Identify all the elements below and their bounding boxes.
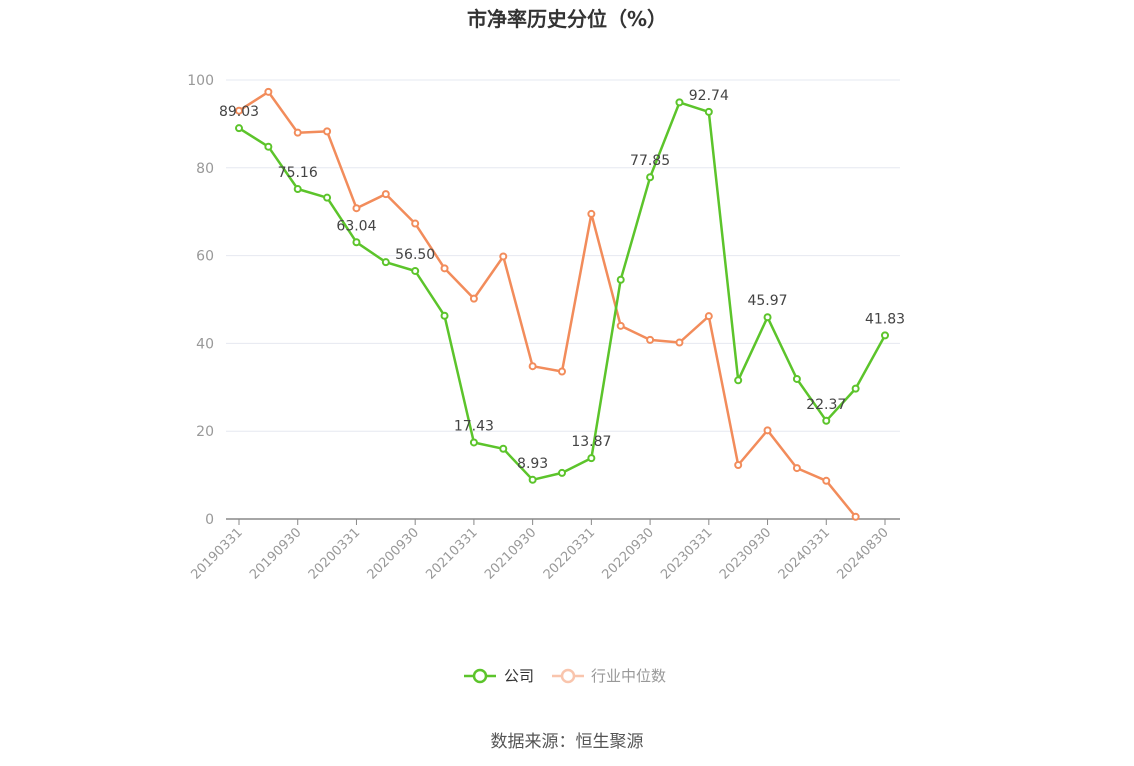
series-lines: [238, 90, 887, 518]
x-tick-label: 20190930: [247, 525, 304, 582]
series-line-0: [238, 101, 887, 482]
data-point-0-18[interactable]: [763, 313, 772, 322]
data-point-1-6[interactable]: [411, 219, 420, 228]
legend-label-industry: 行业中位数: [591, 667, 666, 685]
data-point-1-19[interactable]: [792, 464, 801, 473]
data-point-1-10[interactable]: [528, 362, 537, 371]
data-point-1-15[interactable]: [675, 338, 684, 347]
legend: 公司 行业中位数: [464, 667, 666, 685]
series-line-1: [238, 90, 857, 518]
data-point-0-15[interactable]: [675, 98, 684, 107]
x-tick-label: 20200930: [365, 525, 422, 582]
x-tick-label: 20210331: [423, 525, 480, 582]
x-tick-label: 20190331: [188, 525, 245, 582]
data-point-0-17[interactable]: [734, 376, 743, 385]
x-tick-label: 20220331: [541, 525, 598, 582]
data-label: 92.74: [689, 88, 729, 104]
legend-item-industry[interactable]: 行业中位数: [552, 667, 666, 685]
data-label: 63.04: [336, 218, 376, 234]
x-tick-label: 20220930: [600, 525, 657, 582]
chart-title: 市净率历史分位（%）: [467, 7, 667, 31]
data-point-1-3[interactable]: [323, 127, 332, 136]
data-point-0-20[interactable]: [822, 416, 831, 425]
data-label: 13.87: [571, 434, 611, 450]
data-point-0-13[interactable]: [616, 275, 625, 284]
data-point-0-2[interactable]: [293, 185, 302, 194]
data-point-1-2[interactable]: [293, 128, 302, 137]
y-tick-label: 80: [196, 161, 214, 177]
y-tick-label: 0: [205, 512, 214, 528]
data-point-0-19[interactable]: [792, 374, 801, 383]
data-point-1-1[interactable]: [264, 87, 273, 96]
data-point-1-13[interactable]: [616, 321, 625, 330]
x-tick-label: 20230331: [658, 525, 715, 582]
source-note: 数据来源：恒生聚源: [491, 732, 644, 752]
data-point-1-20[interactable]: [822, 476, 831, 485]
data-point-0-11[interactable]: [558, 468, 566, 477]
data-point-0-9[interactable]: [499, 444, 508, 453]
y-tick-label: 40: [196, 336, 214, 352]
data-point-0-12[interactable]: [587, 454, 596, 463]
x-tick-label: 20240830: [834, 525, 891, 582]
data-point-1-17[interactable]: [734, 461, 743, 470]
data-point-1-21[interactable]: [851, 512, 860, 521]
grid: [226, 79, 900, 432]
x-tick-label: 20240331: [776, 525, 833, 582]
data-label: 8.93: [517, 456, 548, 472]
data-point-1-11[interactable]: [558, 367, 566, 376]
data-point-0-8[interactable]: [469, 438, 478, 447]
data-point-1-9[interactable]: [499, 252, 508, 261]
legend-item-company[interactable]: 公司: [464, 667, 534, 685]
data-point-0-5[interactable]: [381, 258, 390, 267]
y-tick-label: 100: [187, 73, 214, 89]
y-tick-label: 20: [196, 424, 214, 440]
data-point-1-7[interactable]: [440, 264, 449, 273]
data-label: 41.83: [865, 311, 905, 327]
x-tick-label: 20210930: [482, 525, 539, 582]
data-point-0-7[interactable]: [440, 311, 449, 320]
data-point-0-1[interactable]: [264, 142, 273, 151]
data-label: 22.37: [806, 397, 846, 413]
data-label: 56.50: [395, 247, 435, 263]
data-point-1-18[interactable]: [763, 426, 772, 435]
legend-label-company: 公司: [504, 667, 534, 685]
data-point-0-0[interactable]: [235, 124, 243, 133]
data-point-0-16[interactable]: [704, 107, 713, 116]
data-label: 89.03: [219, 104, 259, 120]
data-point-1-8[interactable]: [469, 294, 478, 303]
data-label: 77.85: [630, 153, 670, 169]
x-tick-label: 20230930: [717, 525, 774, 582]
data-point-0-14[interactable]: [646, 173, 655, 182]
data-point-0-10[interactable]: [528, 475, 537, 484]
data-point-0-21[interactable]: [851, 384, 860, 393]
data-label: 17.43: [454, 418, 494, 434]
data-point-0-4[interactable]: [352, 238, 361, 247]
data-point-1-4[interactable]: [352, 204, 361, 213]
data-point-0-22[interactable]: [881, 331, 889, 340]
data-point-1-5[interactable]: [381, 190, 390, 199]
data-point-0-6[interactable]: [411, 266, 420, 275]
data-label: 45.97: [747, 293, 787, 309]
data-point-1-12[interactable]: [587, 209, 596, 218]
data-point-1-16[interactable]: [704, 312, 713, 321]
axes: 0 20 40 60 80 100 20190331 20190930 20200331 2020…: [187, 73, 900, 583]
data-label: 75.16: [278, 165, 318, 181]
data-point-1-0[interactable]: [235, 106, 243, 115]
x-tick-label: 20200331: [306, 525, 363, 582]
data-point-1-14[interactable]: [646, 335, 655, 344]
data-point-0-3[interactable]: [323, 193, 332, 202]
series-points: [235, 87, 889, 521]
data-labels: 89.03 75.16 63.04 56.50 17.43 8.93 13.87 77.85 9…: [219, 88, 905, 472]
y-tick-label: 60: [196, 249, 214, 265]
